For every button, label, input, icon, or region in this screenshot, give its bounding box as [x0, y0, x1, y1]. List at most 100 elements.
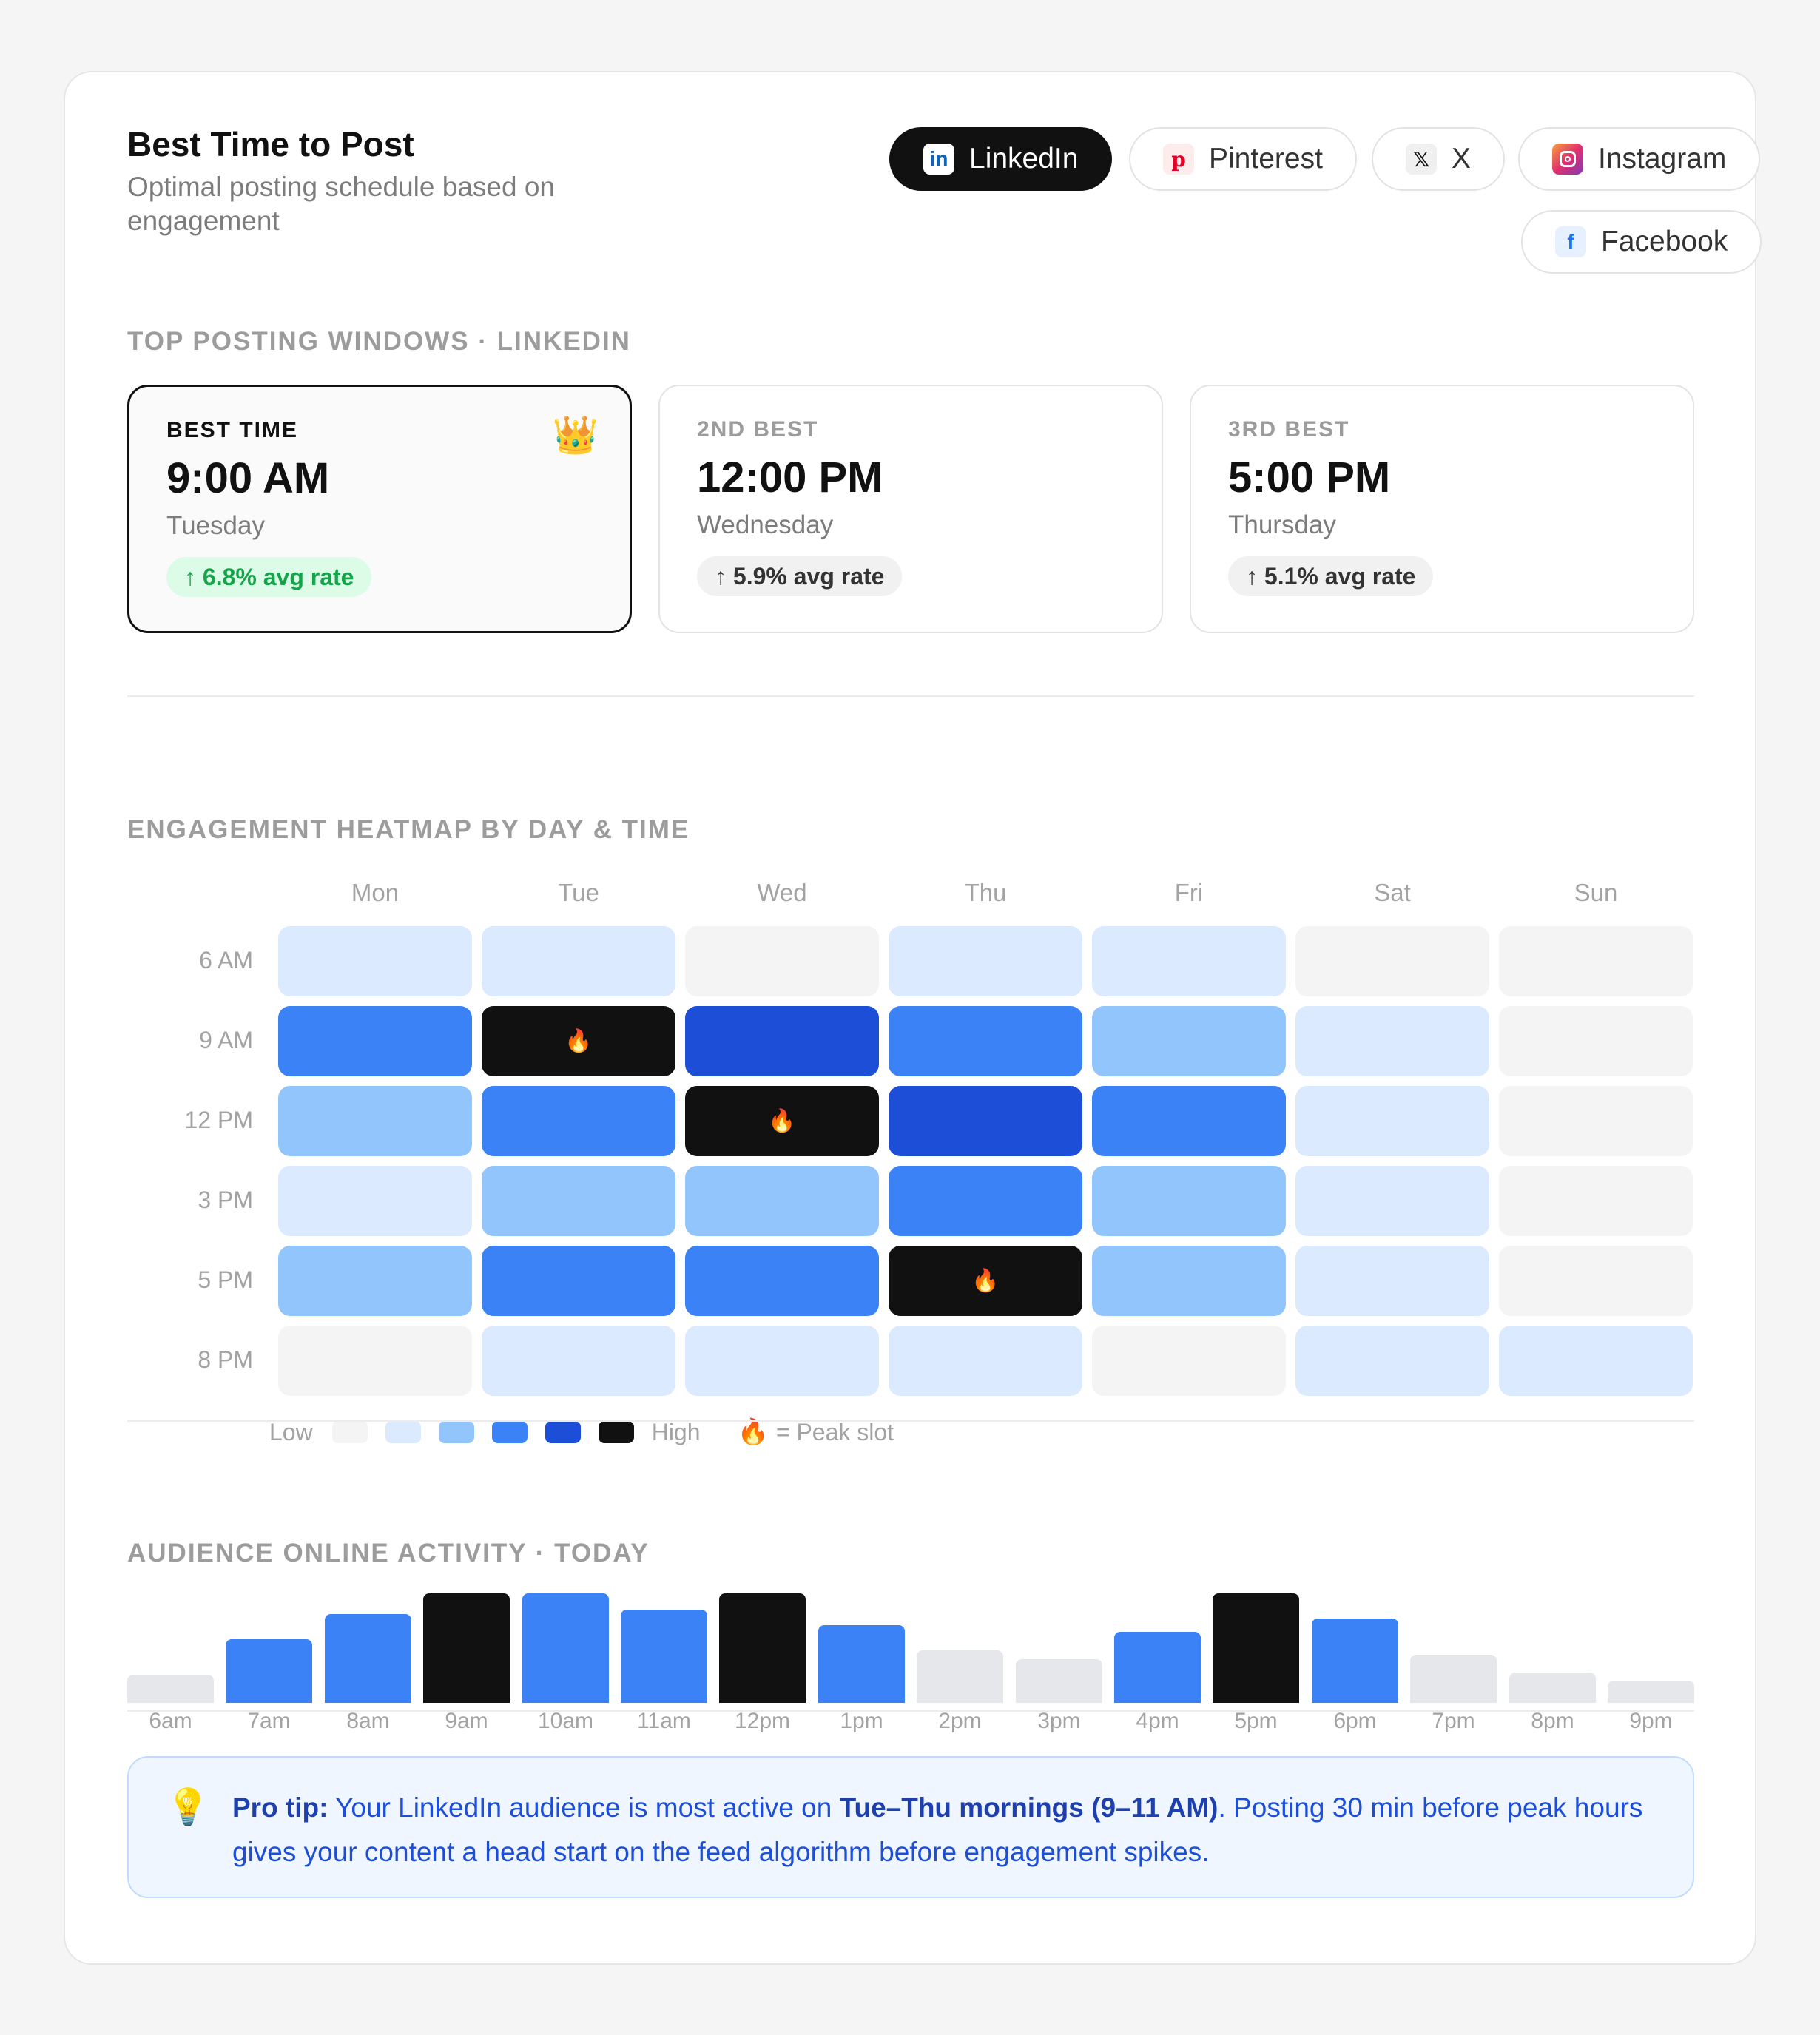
heatmap-cell[interactable]: [1092, 1246, 1286, 1316]
legend-high-label: High: [651, 1418, 701, 1445]
heatmap-cell[interactable]: [685, 1166, 879, 1236]
window-day: Thursday: [1228, 510, 1336, 539]
platform-pill-instagram[interactable]: Instagram: [1518, 127, 1761, 191]
heatmap-cell[interactable]: 🔥: [482, 1006, 675, 1076]
heatmap-cell[interactable]: [1499, 1166, 1693, 1236]
window-rank: BEST TIME: [166, 418, 299, 442]
activity-bar[interactable]: [719, 1593, 806, 1703]
activity-bar[interactable]: [1608, 1681, 1694, 1703]
heatmap-cell[interactable]: [685, 926, 879, 996]
activity-hour-label: 6pm: [1333, 1709, 1377, 1733]
platform-pill-linkedin[interactable]: in LinkedIn: [889, 127, 1113, 191]
platform-pill-x[interactable]: 𝕏 X: [1372, 127, 1506, 191]
heatmap-time-label: 3 PM: [198, 1187, 253, 1213]
section-divider: [127, 1420, 1694, 1422]
heatmap-cell[interactable]: [1092, 926, 1286, 996]
platform-label: X: [1452, 143, 1472, 175]
heatmap-cell[interactable]: [889, 1166, 1082, 1236]
heatmap-cell[interactable]: [1499, 1086, 1693, 1156]
heatmap-cell[interactable]: [685, 1006, 879, 1076]
activity-bar[interactable]: [226, 1639, 312, 1703]
legend-swatch: [385, 1421, 421, 1443]
heatmap-cell[interactable]: [278, 1006, 472, 1076]
activity-hour-label: 2pm: [938, 1709, 982, 1733]
activity-bar[interactable]: [1114, 1632, 1201, 1703]
heatmap-day-header: Sat: [1374, 879, 1411, 906]
pro-tip-box: 💡 Pro tip: Your LinkedIn audience is mos…: [127, 1756, 1694, 1898]
heatmap-cell[interactable]: [1295, 1086, 1489, 1156]
activity-bar[interactable]: [1410, 1655, 1497, 1703]
activity-bar[interactable]: [1312, 1619, 1398, 1703]
heatmap-cell[interactable]: [482, 1166, 675, 1236]
heatmap-cell[interactable]: [685, 1246, 879, 1316]
heatmap-time-label: 6 AM: [199, 947, 253, 973]
heatmap-cell[interactable]: [1295, 1006, 1489, 1076]
activity-bar[interactable]: [522, 1593, 609, 1703]
heatmap-cell[interactable]: [889, 1006, 1082, 1076]
heatmap-cell[interactable]: [1092, 1006, 1286, 1076]
pro-tip-lead: Pro tip:: [232, 1792, 328, 1823]
heatmap-cell[interactable]: 🔥: [889, 1246, 1082, 1316]
heatmap-cell[interactable]: [889, 1326, 1082, 1396]
activity-hour-label: 1pm: [840, 1709, 883, 1733]
heatmap-cell[interactable]: [1499, 1326, 1693, 1396]
heatmap-cell[interactable]: [482, 1326, 675, 1396]
heatmap-cell[interactable]: [278, 1166, 472, 1236]
platform-pill-facebook[interactable]: f Facebook: [1521, 210, 1762, 274]
activity-hour-label: 11am: [637, 1709, 691, 1733]
heatmap-cell[interactable]: [482, 1086, 675, 1156]
heatmap-cell[interactable]: [1092, 1326, 1286, 1396]
fire-icon: 🔥: [768, 1109, 796, 1133]
activity-bar[interactable]: [818, 1625, 905, 1703]
heatmap-cell[interactable]: [1499, 1006, 1693, 1076]
x-icon: 𝕏: [1406, 144, 1437, 175]
heatmap-cell[interactable]: [889, 926, 1082, 996]
activity-hour-label: 12pm: [734, 1709, 791, 1733]
pro-tip-text: Pro tip: Your LinkedIn audience is most …: [232, 1786, 1675, 1874]
activity-hour-label: 8pm: [1531, 1709, 1574, 1733]
heatmap-cell[interactable]: [685, 1326, 879, 1396]
activity-section-label: AUDIENCE ONLINE ACTIVITY · TODAY: [127, 1539, 650, 1567]
heatmap-cell[interactable]: [278, 1326, 472, 1396]
heatmap-cell[interactable]: [1295, 1166, 1489, 1236]
activity-bar[interactable]: [127, 1675, 214, 1703]
heatmap-cell[interactable]: [889, 1086, 1082, 1156]
activity-bar[interactable]: [1509, 1673, 1596, 1703]
activity-bar[interactable]: [423, 1593, 510, 1703]
heatmap-cell[interactable]: [1295, 1326, 1489, 1396]
activity-bar[interactable]: [917, 1650, 1003, 1703]
section-divider: [127, 1710, 1694, 1712]
legend-swatch: [598, 1421, 634, 1443]
legend-swatch: [545, 1421, 581, 1443]
linkedin-icon: in: [923, 144, 954, 175]
heatmap-cell[interactable]: [1295, 926, 1489, 996]
activity-bar[interactable]: [325, 1614, 411, 1703]
activity-bar[interactable]: [621, 1610, 707, 1703]
heatmap-day-header: Mon: [351, 879, 400, 906]
window-card-3rd[interactable]: 3RD BEST 5:00 PM Thursday ↑ 5.1% avg rat…: [1190, 385, 1694, 633]
platform-label: Facebook: [1601, 226, 1728, 257]
pro-tip-body-1: Your LinkedIn audience is most active on: [328, 1792, 840, 1823]
heatmap-cell[interactable]: [278, 1086, 472, 1156]
activity-bar[interactable]: [1213, 1593, 1299, 1703]
page-subtitle: Optimal posting schedule based on engage…: [127, 172, 555, 236]
heatmap-cell[interactable]: [1092, 1166, 1286, 1236]
platform-pill-pinterest[interactable]: p Pinterest: [1129, 127, 1357, 191]
heatmap-cell[interactable]: [278, 926, 472, 996]
heatmap-cell[interactable]: [1499, 926, 1693, 996]
window-time: 12:00 PM: [697, 453, 883, 502]
window-card-2nd[interactable]: 2ND BEST 12:00 PM Wednesday ↑ 5.9% avg r…: [658, 385, 1163, 633]
heatmap-cell[interactable]: [1092, 1086, 1286, 1156]
heatmap-cell[interactable]: [482, 926, 675, 996]
heatmap-day-header: Wed: [757, 879, 807, 906]
heatmap-cell[interactable]: [1295, 1246, 1489, 1316]
activity-bar[interactable]: [1016, 1659, 1102, 1703]
heatmap-cell[interactable]: 🔥: [685, 1086, 879, 1156]
heatmap-cell[interactable]: [1499, 1246, 1693, 1316]
activity-hour-label: 9pm: [1629, 1709, 1673, 1733]
window-card-best[interactable]: BEST TIME 👑 9:00 AM Tuesday ↑ 6.8% avg r…: [127, 385, 632, 633]
heatmap-cell[interactable]: [482, 1246, 675, 1316]
platform-label: LinkedIn: [969, 143, 1079, 175]
legend-low-label: Low: [269, 1418, 313, 1445]
heatmap-cell[interactable]: [278, 1246, 472, 1316]
